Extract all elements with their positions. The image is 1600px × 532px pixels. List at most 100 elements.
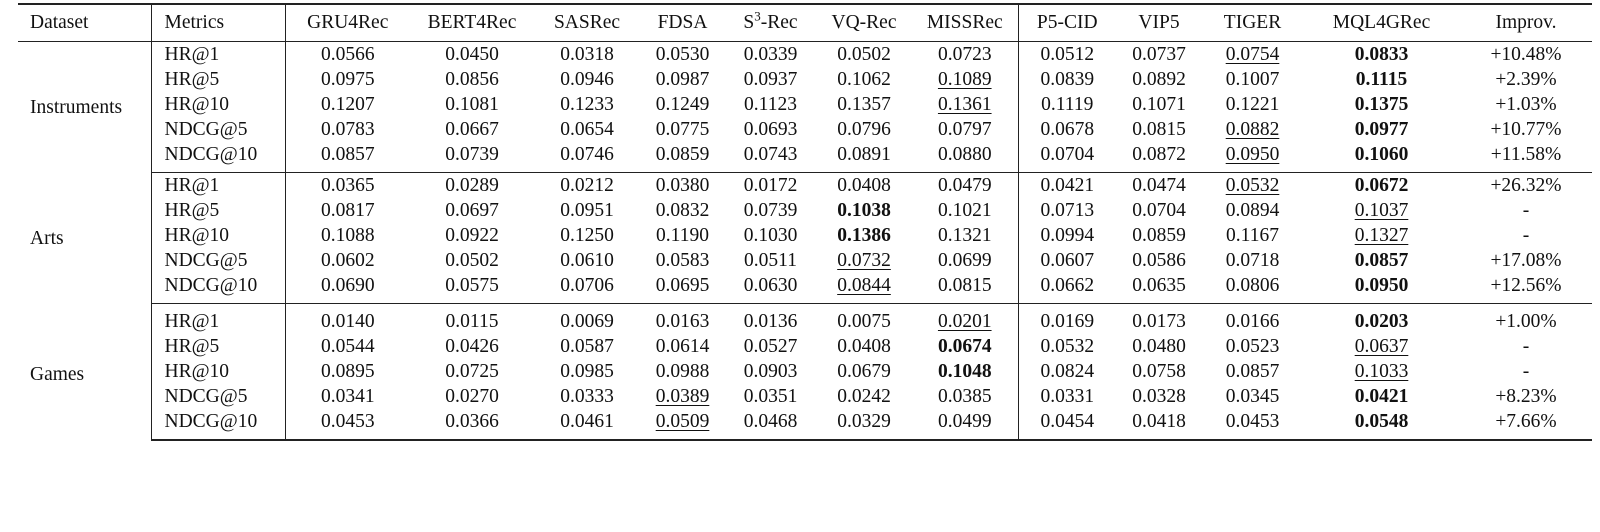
value-text: 0.0704 xyxy=(1132,200,1186,221)
value-cell-mql4grec: 0.0637 xyxy=(1303,334,1460,359)
value-cell-vip5: 0.0328 xyxy=(1116,384,1202,409)
table-row: NDCG@10 0.0453 0.0366 0.0461 0.0509 0.0468 0.0… xyxy=(18,409,1592,441)
metric-cell: HR@5 xyxy=(151,67,286,92)
value-text: 0.0345 xyxy=(1225,386,1280,407)
dataset-cell: Instruments xyxy=(18,41,152,173)
value-cell-tiger: 0.0523 xyxy=(1202,334,1303,359)
value-text: 0.1250 xyxy=(560,225,614,246)
value-text: 0.0824 xyxy=(1040,361,1095,382)
header-bert4rec: BERT4Rec xyxy=(427,12,517,33)
metric-cell: NDCG@10 xyxy=(151,409,286,441)
value-text: 0.0453 xyxy=(320,411,375,432)
improv-cell: +11.58% xyxy=(1460,142,1592,173)
value-text: 0.0937 xyxy=(743,69,798,90)
value-cell-p5cid: 0.0662 xyxy=(1018,273,1116,304)
value-text: 0.1038 xyxy=(837,200,891,221)
value-text: 0.0450 xyxy=(445,44,499,65)
value-cell-mql4grec: 0.1060 xyxy=(1303,142,1460,173)
header-s3rec-prefix: S xyxy=(743,12,755,33)
value-cell-missrec: 0.0479 xyxy=(912,172,1019,198)
value-cell-s3rec: 0.1123 xyxy=(725,92,816,117)
value-text: 0.0857 xyxy=(1354,250,1409,271)
value-text: 0.0746 xyxy=(560,144,614,165)
value-cell-gru4rec: 0.1207 xyxy=(285,92,410,117)
value-text: 0.0163 xyxy=(655,311,710,332)
value-cell-p5cid: 0.0331 xyxy=(1018,384,1116,409)
value-cell-fdsa: 0.1249 xyxy=(640,92,725,117)
value-cell-sasrec: 0.1250 xyxy=(534,223,640,248)
value-text: 0.0857 xyxy=(320,144,375,165)
value-text: 0.0635 xyxy=(1132,275,1186,296)
value-text: 0.0566 xyxy=(320,44,375,65)
value-text: 0.0544 xyxy=(320,336,375,357)
value-text: 0.0946 xyxy=(560,69,614,90)
value-cell-s3rec: 0.1030 xyxy=(725,223,816,248)
value-text: 0.0975 xyxy=(320,69,375,90)
value-text: 0.0739 xyxy=(445,144,499,165)
value-text: 0.1386 xyxy=(837,225,891,246)
group-instruments: Instruments HR@1 0.0566 0.0450 0.0318 0.0530 0… xyxy=(18,41,1592,173)
value-cell-vqrec: 0.0408 xyxy=(816,173,912,199)
value-cell-p5cid: 0.0839 xyxy=(1018,67,1116,92)
value-text: 0.0718 xyxy=(1225,250,1280,271)
metric-cell: HR@1 xyxy=(151,303,286,334)
value-text: 0.0985 xyxy=(560,361,614,382)
value-text: 0.0339 xyxy=(743,44,798,65)
value-cell-fdsa: 0.0695 xyxy=(640,273,725,304)
value-cell-s3rec: 0.0468 xyxy=(725,409,816,441)
metric-cell: NDCG@5 xyxy=(151,248,286,273)
value-cell-vip5: 0.0892 xyxy=(1116,67,1202,92)
value-cell-vip5: 0.0635 xyxy=(1116,273,1202,304)
value-cell-vip5: 0.0815 xyxy=(1116,117,1202,142)
header-improv: Improv. xyxy=(1495,12,1557,33)
value-cell-tiger: 0.0453 xyxy=(1202,409,1303,441)
value-text: 0.0421 xyxy=(1040,175,1095,196)
value-text: 0.0075 xyxy=(837,311,891,332)
value-text: 0.0697 xyxy=(445,200,499,221)
value-cell-missrec: 0.0699 xyxy=(912,248,1019,273)
value-text: 0.0922 xyxy=(445,225,499,246)
value-text: 0.0739 xyxy=(743,200,798,221)
value-cell-p5cid: 0.0532 xyxy=(1018,334,1116,359)
value-text: 0.0479 xyxy=(937,175,992,196)
value-cell-s3rec: 0.0172 xyxy=(725,173,816,199)
value-cell-mql4grec: 0.1115 xyxy=(1303,67,1460,92)
value-text: 0.0994 xyxy=(1040,225,1095,246)
value-cell-bert4rec: 0.0922 xyxy=(410,223,534,248)
value-cell-p5cid: 0.0678 xyxy=(1018,117,1116,142)
improv-cell: +1.00% xyxy=(1495,311,1557,332)
value-cell-p5cid: 0.0713 xyxy=(1018,198,1116,223)
value-text: 0.0844 xyxy=(837,275,891,296)
header-row: Dataset Metrics GRU4Rec BERT4Rec SASRec … xyxy=(18,4,1592,42)
value-cell-vqrec: 0.1386 xyxy=(816,223,912,248)
value-cell-fdsa: 0.0988 xyxy=(640,359,725,384)
value-cell-fdsa: 0.0509 xyxy=(640,409,725,441)
value-text: 0.0693 xyxy=(743,119,798,140)
value-cell-bert4rec: 0.0739 xyxy=(410,142,534,173)
value-cell-missrec: 0.1048 xyxy=(912,359,1019,384)
value-text: 0.0586 xyxy=(1132,250,1186,271)
value-text: 0.1033 xyxy=(1354,361,1409,382)
value-text: 0.0667 xyxy=(445,119,499,140)
value-text: 0.0366 xyxy=(445,411,499,432)
value-cell-missrec: 0.1361 xyxy=(912,92,1019,117)
table-row: Arts HR@1 0.0365 0.0289 0.0212 0.0380 0.0172 0.… xyxy=(18,172,1592,304)
value-text: 0.0511 xyxy=(744,250,797,271)
value-cell-vip5: 0.0872 xyxy=(1116,142,1202,173)
value-text: 0.0783 xyxy=(320,119,375,140)
value-text: 0.0583 xyxy=(655,250,710,271)
value-cell-p5cid: 0.0169 xyxy=(1018,304,1116,335)
value-text: 0.0654 xyxy=(560,119,614,140)
value-cell-gru4rec: 0.1088 xyxy=(285,223,410,248)
value-cell-bert4rec: 0.0366 xyxy=(410,409,534,441)
value-text: 0.0758 xyxy=(1132,361,1186,382)
value-cell-bert4rec: 0.0502 xyxy=(410,248,534,273)
value-text: 0.0977 xyxy=(1354,119,1409,140)
value-cell-vqrec: 0.0408 xyxy=(816,334,912,359)
value-text: 0.0421 xyxy=(1354,386,1409,407)
value-cell-gru4rec: 0.0975 xyxy=(285,67,410,92)
header-fdsa: FDSA xyxy=(657,12,708,33)
value-text: 0.0882 xyxy=(1225,119,1280,140)
improv-cell: +12.56% xyxy=(1460,273,1592,304)
value-cell-bert4rec: 0.0725 xyxy=(410,359,534,384)
